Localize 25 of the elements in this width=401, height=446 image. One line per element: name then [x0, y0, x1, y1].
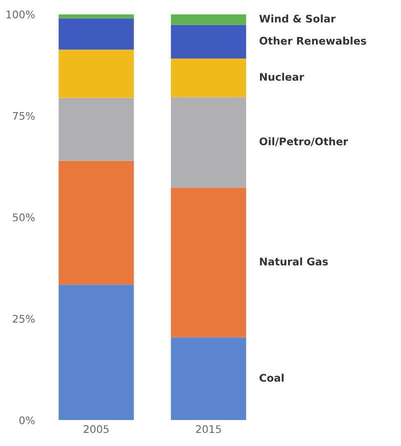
series-label: Other Renewables — [260, 36, 366, 45]
bar — [170, 58, 246, 98]
bar — [58, 18, 134, 50]
series-label: Coal — [260, 374, 284, 382]
x-tick-label: 2015 — [196, 425, 221, 434]
bar — [58, 14, 134, 18]
series-label: Nuclear — [260, 72, 304, 81]
bar — [170, 337, 246, 420]
x-tick-label: 2005 — [84, 425, 109, 434]
y-tick-label: 25% — [12, 314, 35, 323]
bar — [170, 188, 246, 338]
bar — [58, 284, 134, 420]
y-tick-label: 50% — [12, 213, 35, 222]
bar — [58, 50, 134, 98]
bar — [58, 160, 134, 285]
y-tick-label: 0% — [19, 416, 35, 424]
y-tick-label: 100% — [6, 10, 35, 18]
bar — [58, 98, 134, 161]
bar — [170, 97, 246, 188]
bar — [170, 24, 246, 59]
series-label: Wind & Solar — [259, 14, 336, 23]
bar — [170, 14, 246, 25]
series-label: Oil/Petro/Other — [260, 137, 348, 146]
series-label: Natural Gas — [260, 257, 328, 266]
y-tick-label: 75% — [12, 112, 35, 120]
